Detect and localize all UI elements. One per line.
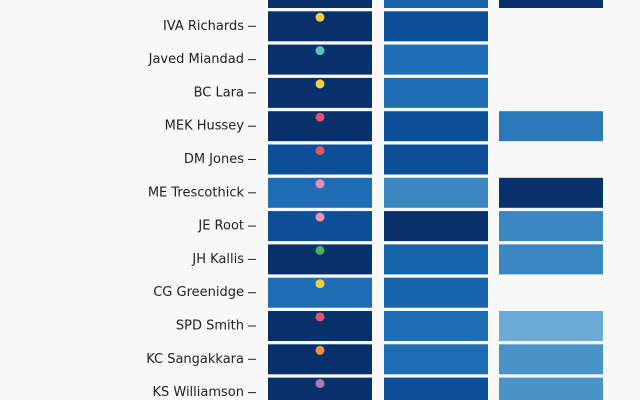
heatmap-cell <box>384 0 488 8</box>
marker-dot <box>315 46 325 56</box>
marker-dot <box>315 379 325 389</box>
row-label: MEK Hussey <box>165 119 245 134</box>
marker-dot <box>315 179 325 189</box>
heatmap-cell <box>384 11 488 42</box>
row-label: JH Kallis <box>191 252 244 267</box>
heatmap-cell <box>268 0 372 8</box>
heatmap-cell <box>384 344 488 375</box>
marker-dot <box>315 279 325 289</box>
heatmap-cell <box>499 344 603 375</box>
heatmap-cell <box>384 277 488 308</box>
marker-dot <box>315 12 325 22</box>
row-label: Javed Miandad <box>148 52 244 67</box>
marker-dot <box>315 345 325 355</box>
heatmap-cell <box>499 0 603 8</box>
marker-dot <box>315 312 325 322</box>
row-label: KC Sangakkara <box>146 352 244 367</box>
marker-dot <box>315 146 325 155</box>
row-label: ME Trescothick <box>148 185 245 200</box>
heatmap-cell <box>499 111 603 142</box>
heatmap-cell <box>499 177 603 208</box>
heatmap-cell <box>499 377 603 400</box>
heatmap-cell <box>384 144 488 175</box>
heatmap-cell <box>384 111 488 142</box>
heatmap-cell <box>384 211 488 242</box>
heatmap-cell <box>384 77 488 108</box>
marker-dot <box>315 245 325 255</box>
heatmap-cell <box>384 311 488 341</box>
row-label: DM Jones <box>184 152 244 167</box>
heatmap-cell <box>384 177 488 208</box>
heatmap-cell <box>384 44 488 75</box>
heatmap-cell <box>499 211 603 242</box>
marker-dot <box>315 112 325 122</box>
heatmap-cell <box>384 377 488 400</box>
row-label: CG Greenidge <box>153 285 244 300</box>
marker-dot <box>315 79 325 89</box>
row-label: SPD Smith <box>176 319 244 334</box>
marker-dot <box>315 212 325 222</box>
row-label: BC Lara <box>194 85 244 100</box>
heatmap-cell <box>499 311 603 341</box>
row-label: IVA Richards <box>163 19 244 34</box>
heatmap-cell <box>384 244 488 275</box>
row-label: KS Williamson <box>152 385 244 400</box>
heatmap-cell <box>268 377 372 400</box>
heatmap-cell <box>499 244 603 275</box>
row-label: JE Root <box>197 219 244 234</box>
